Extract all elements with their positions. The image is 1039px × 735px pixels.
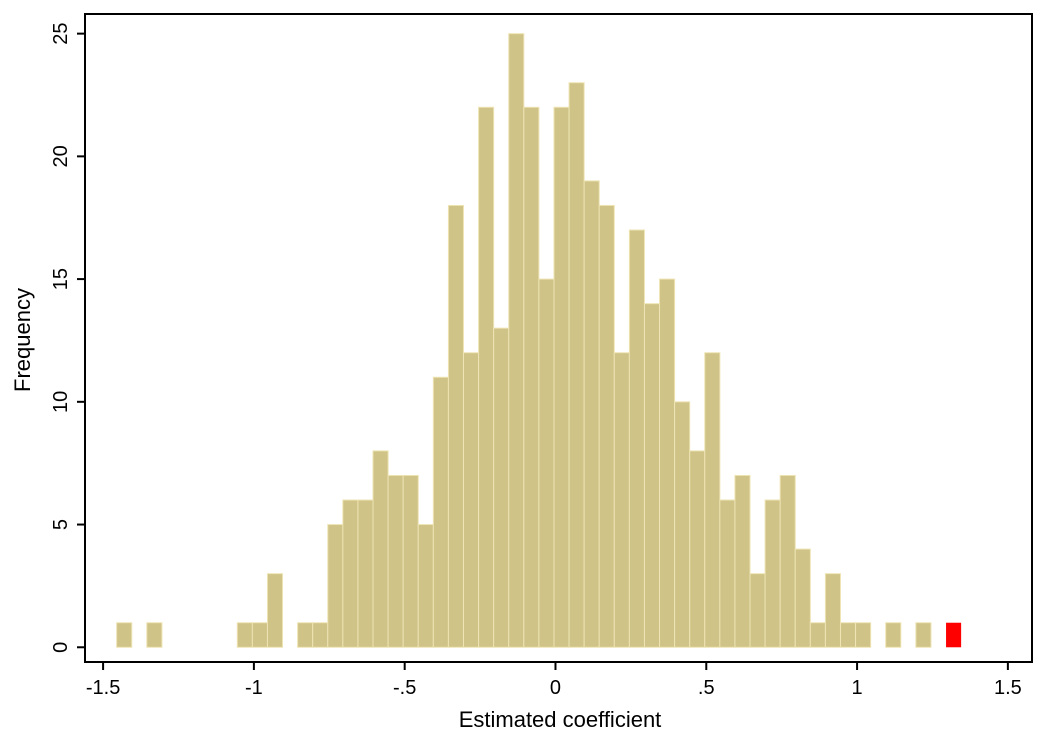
x-tick-label: 0 — [550, 677, 561, 699]
y-tick-label: 20 — [50, 145, 72, 167]
histogram-bar — [538, 278, 555, 648]
y-tick-label: 15 — [50, 268, 72, 290]
histogram-bar — [719, 499, 736, 648]
x-tick-label: -.5 — [393, 677, 416, 699]
histogram-bar — [674, 401, 691, 648]
x-tick-label: -1 — [245, 677, 263, 699]
histogram-bar — [432, 376, 449, 648]
x-tick-label: 1 — [852, 677, 863, 699]
bars-layer — [116, 33, 962, 648]
histogram-bar — [387, 474, 404, 648]
histogram-bar — [628, 229, 645, 648]
histogram-bar — [523, 106, 540, 648]
histogram-bar — [659, 278, 676, 648]
histogram-bar — [553, 106, 570, 648]
histogram-bar — [568, 82, 585, 648]
histogram-bar — [794, 548, 811, 648]
histogram-bar — [508, 33, 525, 648]
histogram-bar — [266, 573, 284, 648]
y-axis: 0 5 10 15 20 25 — [50, 23, 85, 653]
x-tick-label: 1.5 — [994, 677, 1022, 699]
histogram-bar — [613, 352, 630, 648]
histogram-bar — [447, 204, 465, 648]
histogram-bar — [146, 622, 163, 648]
histogram-bar — [643, 303, 661, 648]
histogram-bar — [116, 622, 133, 648]
y-tick-label: 5 — [50, 519, 72, 530]
histogram-bar — [251, 622, 268, 648]
histogram-bar — [342, 499, 359, 648]
x-tick-label: .5 — [698, 677, 715, 699]
histogram-bar — [372, 450, 389, 648]
y-axis-title: Frequency — [10, 288, 35, 392]
histogram-bar — [764, 499, 781, 648]
histogram-bar — [493, 327, 510, 648]
histogram-bar — [855, 622, 872, 648]
histogram-bar — [357, 499, 374, 648]
histogram-bar — [915, 622, 932, 648]
histogram-bar — [463, 352, 480, 648]
histogram-bar — [824, 573, 841, 648]
histogram-bar — [297, 622, 314, 648]
highlighted-bar — [946, 622, 962, 648]
histogram-bar — [749, 573, 766, 648]
y-tick-label: 0 — [50, 642, 72, 653]
histogram-bar — [734, 474, 751, 648]
histogram-bar — [704, 352, 721, 648]
histogram-bar — [327, 524, 344, 648]
histogram-bar — [779, 474, 796, 648]
histogram-bar — [598, 204, 615, 648]
histogram-bar — [312, 622, 329, 648]
histogram-bar — [809, 622, 826, 648]
histogram-bar — [402, 474, 419, 648]
y-tick-label: 25 — [50, 23, 72, 45]
histogram-bar — [236, 622, 253, 648]
histogram-bar — [417, 524, 434, 648]
y-tick-label: 10 — [50, 391, 72, 413]
histogram-bar — [885, 622, 902, 648]
histogram-bar — [839, 622, 857, 648]
x-axis-title: Estimated coefficient — [459, 707, 662, 732]
histogram-bar — [478, 106, 495, 648]
histogram-bar — [689, 450, 706, 648]
x-tick-label: -1.5 — [86, 677, 120, 699]
x-axis: -1.5 -1 -.5 0 .5 1 1.5 — [86, 662, 1022, 699]
histogram-bar — [583, 180, 600, 648]
